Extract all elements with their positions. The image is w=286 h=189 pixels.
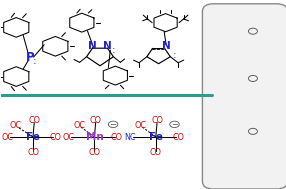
Text: N: N <box>103 41 112 51</box>
Text: CO: CO <box>90 116 102 125</box>
Text: Ag: Ag <box>225 77 248 93</box>
Text: +: + <box>250 127 256 136</box>
Text: OC: OC <box>63 132 75 142</box>
Text: Fe: Fe <box>149 132 163 142</box>
Text: :: : <box>173 50 176 60</box>
Text: OC: OC <box>10 121 22 130</box>
Text: CO: CO <box>88 148 100 157</box>
Text: CO: CO <box>27 148 39 157</box>
Text: −: − <box>110 120 117 129</box>
Text: CO: CO <box>150 148 162 157</box>
Text: Cu: Cu <box>226 130 248 146</box>
Text: CO: CO <box>172 132 184 142</box>
Text: Mn: Mn <box>86 132 103 142</box>
Text: P: P <box>26 51 35 64</box>
Text: :: : <box>112 45 116 55</box>
Text: Au: Au <box>225 30 248 45</box>
Text: +: + <box>250 27 256 36</box>
Text: NC: NC <box>124 132 136 142</box>
Text: Fe: Fe <box>26 132 40 142</box>
FancyBboxPatch shape <box>202 4 286 189</box>
Text: CO: CO <box>49 132 61 142</box>
Text: OC: OC <box>73 121 85 130</box>
Text: :: : <box>33 57 37 66</box>
Text: CO: CO <box>151 116 163 125</box>
Text: OC: OC <box>1 132 13 142</box>
Text: OC: OC <box>134 121 146 130</box>
Text: −: − <box>171 120 178 129</box>
Text: N: N <box>88 41 97 51</box>
Text: +: + <box>250 74 256 83</box>
Text: CO: CO <box>111 132 123 142</box>
Text: CO: CO <box>28 116 40 125</box>
Text: N: N <box>162 41 170 51</box>
